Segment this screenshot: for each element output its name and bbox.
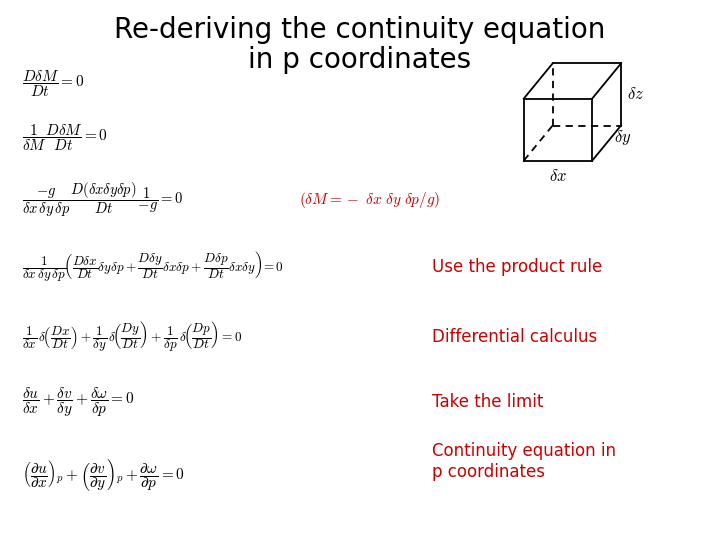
- Text: in p coordinates: in p coordinates: [248, 46, 472, 75]
- Text: $\dfrac{1}{\delta M}\dfrac{D\delta M}{Dt} = 0$: $\dfrac{1}{\delta M}\dfrac{D\delta M}{Dt…: [22, 123, 107, 153]
- Text: Re-deriving the continuity equation: Re-deriving the continuity equation: [114, 16, 606, 44]
- Text: Use the product rule: Use the product rule: [432, 258, 602, 276]
- Text: $\dfrac{1}{\delta x}\,\delta\!\left(\dfrac{Dx}{Dt}\right) + \dfrac{1}{\delta y}\: $\dfrac{1}{\delta x}\,\delta\!\left(\dfr…: [22, 321, 242, 354]
- Text: Take the limit: Take the limit: [432, 393, 544, 411]
- Text: $\delta y$: $\delta y$: [614, 128, 631, 147]
- Polygon shape: [524, 98, 593, 160]
- Text: $\dfrac{-g}{\delta x\,\delta y\,\delta p}\dfrac{D(\delta x\delta y\delta p)}{Dt}: $\dfrac{-g}{\delta x\,\delta y\,\delta p…: [22, 180, 183, 219]
- Text: $\delta x$: $\delta x$: [549, 167, 567, 185]
- Text: $(\delta M = -\ \delta x\ \delta y\ \delta p/g)$: $(\delta M = -\ \delta x\ \delta y\ \del…: [299, 190, 440, 210]
- Text: $\delta z$: $\delta z$: [626, 85, 644, 104]
- Text: Continuity equation in
p coordinates: Continuity equation in p coordinates: [432, 442, 616, 481]
- Text: $\dfrac{1}{\delta x\,\delta y\,\delta p}\!\left(\dfrac{D\delta x}{Dt}\delta y\de: $\dfrac{1}{\delta x\,\delta y\,\delta p}…: [22, 251, 283, 284]
- Text: Differential calculus: Differential calculus: [432, 328, 598, 347]
- Text: $\dfrac{\delta u}{\delta x} + \dfrac{\delta v}{\delta y} + \dfrac{\delta\omega}{: $\dfrac{\delta u}{\delta x} + \dfrac{\de…: [22, 386, 134, 419]
- Polygon shape: [524, 63, 621, 98]
- Polygon shape: [593, 63, 621, 160]
- Text: $\left(\dfrac{\partial u}{\partial x}\right)_p + \left(\dfrac{\partial v}{\parti: $\left(\dfrac{\partial u}{\partial x}\ri…: [22, 457, 184, 493]
- Text: $\dfrac{D\delta M}{Dt} = 0$: $\dfrac{D\delta M}{Dt} = 0$: [22, 69, 84, 99]
